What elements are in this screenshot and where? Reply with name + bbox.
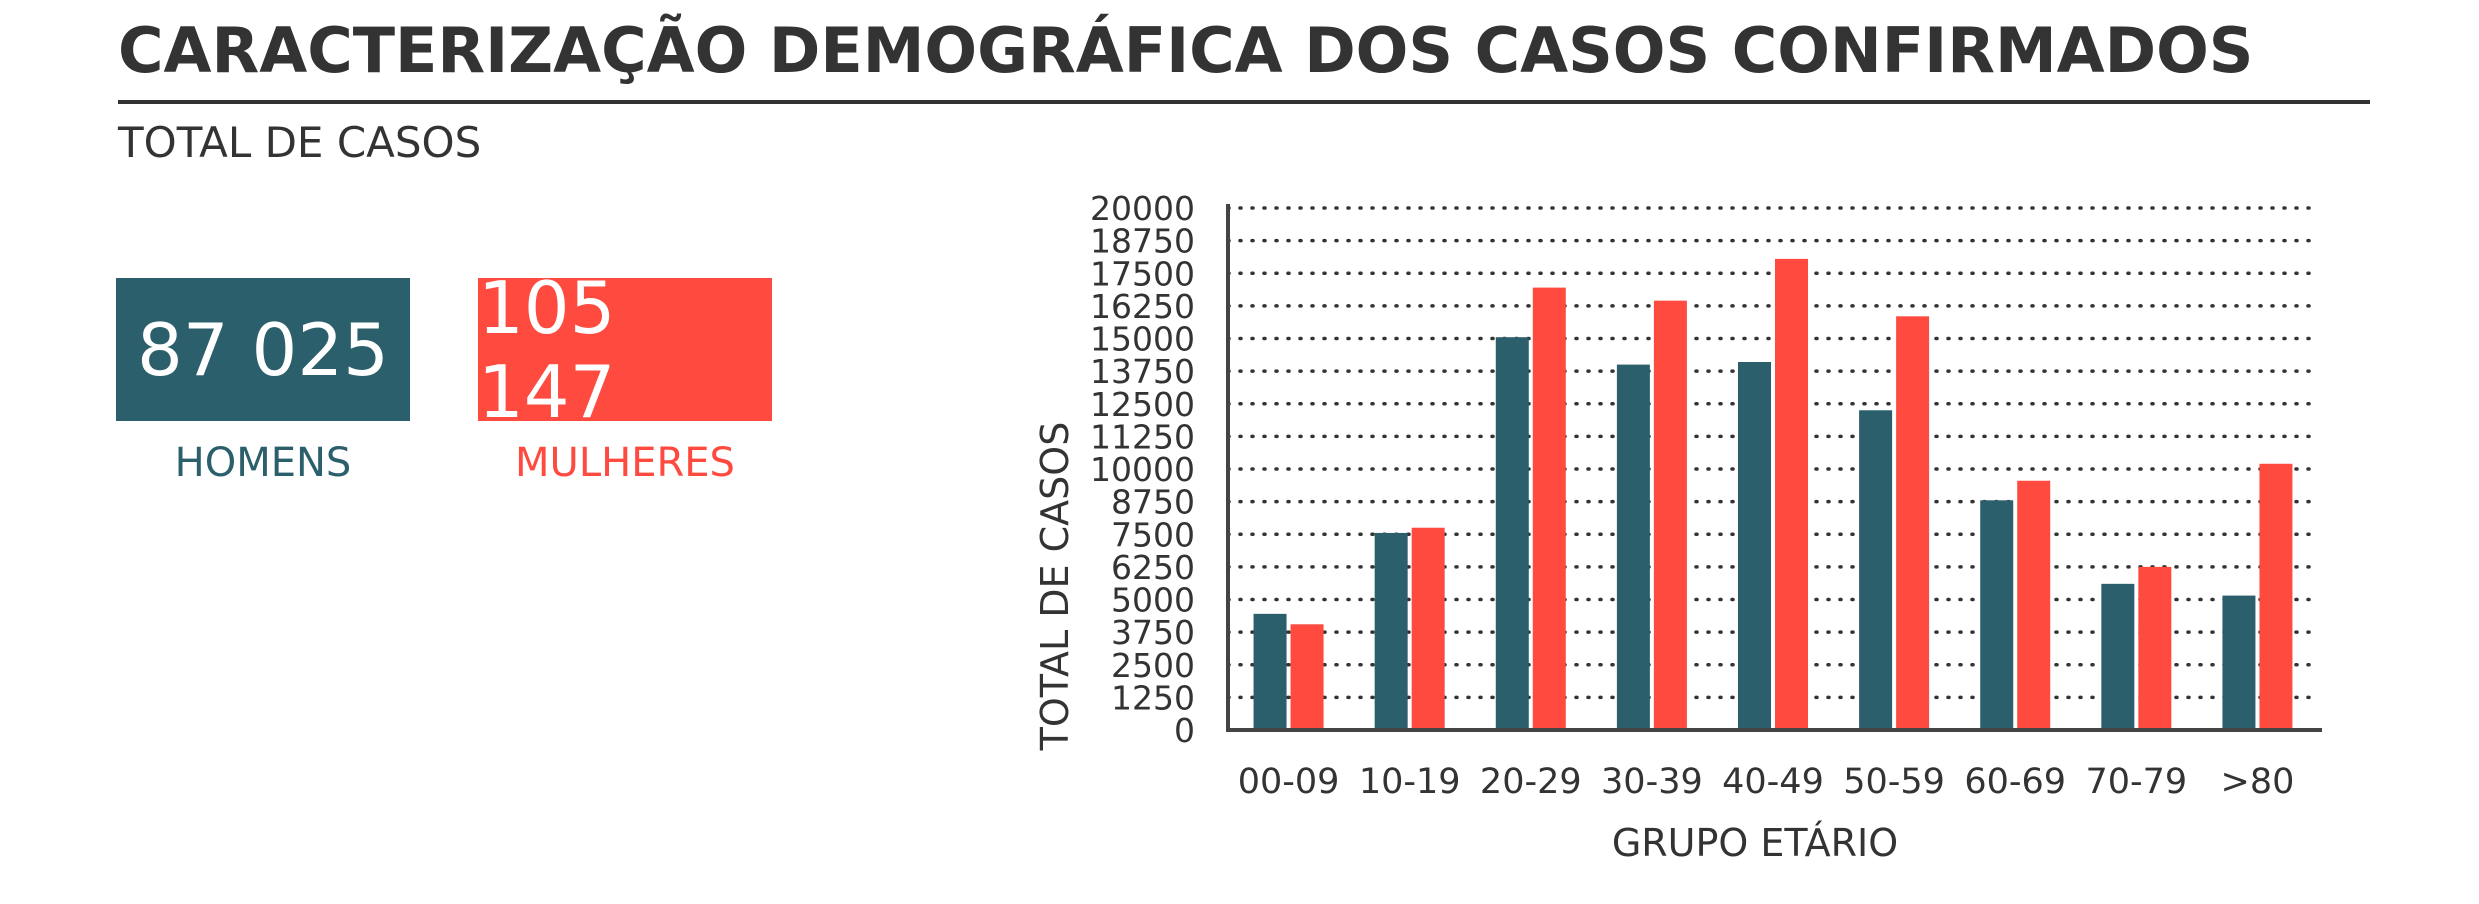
y-tick-label: 5000 <box>1111 581 1195 620</box>
x-tick-label: >80 <box>2221 762 2295 802</box>
bar <box>1495 337 1529 730</box>
y-tick-label: 11250 <box>1090 417 1195 456</box>
y-tick-label: 3750 <box>1111 613 1195 652</box>
grid-layer <box>1226 206 2320 700</box>
x-tick-label: 40-49 <box>1722 762 1824 802</box>
men-total-label: HOMENS <box>174 440 352 486</box>
page-subtitle: TOTAL DE CASOS <box>118 118 482 167</box>
men-total-value: 87 025 <box>137 307 389 392</box>
y-tick-label: 16250 <box>1090 287 1195 326</box>
y-tick-label: 6250 <box>1111 548 1195 587</box>
x-axis-title: GRUPO ETÁRIO <box>1612 821 1898 865</box>
bar <box>1775 258 1808 730</box>
y-tick-label: 12500 <box>1090 385 1195 424</box>
y-tick-label: 7500 <box>1111 515 1195 554</box>
bar <box>1616 364 1650 730</box>
men-total-card: 87 025 <box>116 278 410 421</box>
bar <box>2222 595 2256 730</box>
women-total-card: 105 147 <box>478 266 772 434</box>
y-tick-label: 20000 <box>1090 189 1195 228</box>
women-total-label: MULHERES <box>515 440 735 486</box>
bar <box>1411 527 1445 730</box>
bar <box>1374 532 1408 730</box>
y-tick-label: 17500 <box>1090 254 1195 293</box>
bar <box>1738 361 1771 730</box>
y-tick-label: 8750 <box>1111 483 1195 522</box>
bar <box>2017 480 2051 730</box>
x-tick-label: 30-39 <box>1601 762 1703 802</box>
y-tick-label: 1250 <box>1111 678 1195 717</box>
y-tick-label: 10000 <box>1090 450 1195 489</box>
bar <box>2101 583 2135 730</box>
x-tick-label: 10-19 <box>1359 762 1461 802</box>
bar <box>1859 410 1893 730</box>
bar <box>1290 624 1324 730</box>
y-tick-label: 13750 <box>1090 352 1195 391</box>
bar <box>1980 500 2014 730</box>
x-tick-label: 00-09 <box>1238 762 1340 802</box>
bar <box>1532 287 1566 730</box>
bar <box>2259 463 2293 730</box>
bar <box>1253 613 1287 730</box>
x-tick-label: 70-79 <box>2085 762 2187 802</box>
x-tick-label: 20-29 <box>1480 762 1582 802</box>
page-title: CARACTERIZAÇÃO DEMOGRÁFICA DOS CASOS CON… <box>118 14 2254 87</box>
y-tick-label: 0 <box>1174 711 1195 750</box>
label-layer: 0125025003750500062507500875010000112501… <box>1090 189 2294 802</box>
axis-layer <box>1226 204 2322 732</box>
x-tick-label: 60-69 <box>1964 762 2066 802</box>
y-tick-label: 15000 <box>1090 320 1195 359</box>
bars-layer <box>1253 258 2293 730</box>
women-total-value: 105 147 <box>478 265 616 434</box>
title-divider <box>118 100 2370 104</box>
y-tick-label: 18750 <box>1090 222 1195 261</box>
bar <box>1653 300 1687 730</box>
bar <box>1896 316 1930 730</box>
y-axis-title: TOTAL DE CASOS <box>1033 422 1077 752</box>
x-tick-label: 50-59 <box>1843 762 1945 802</box>
y-tick-label: 2500 <box>1111 646 1195 685</box>
bar <box>2138 566 2172 730</box>
